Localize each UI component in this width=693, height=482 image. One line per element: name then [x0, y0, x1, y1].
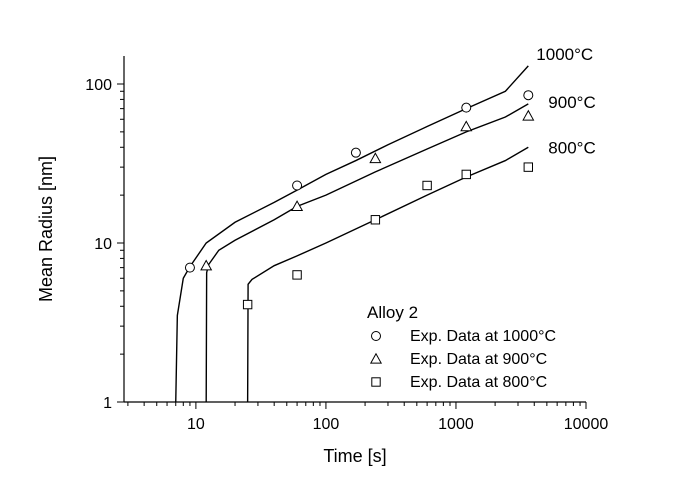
data-point-square — [523, 162, 534, 172]
legend-marker-square — [371, 377, 381, 387]
series-2: 800°C — [242, 138, 596, 403]
data-point-triangle — [460, 120, 473, 132]
legend-marker-triangle — [369, 352, 383, 364]
data-point-square — [292, 270, 302, 280]
x-tick-label: 10 — [187, 416, 205, 433]
curve-label: 1000°C — [536, 45, 593, 64]
data-point-triangle — [522, 109, 535, 121]
series-layer: 1000°C 900°C 800°C — [175, 45, 596, 403]
legend-entry: Exp. Data at 1000°C — [410, 328, 556, 345]
data-point-square — [242, 299, 253, 310]
y-axis-title: Mean Radius [nm] — [36, 156, 56, 302]
data-point-circle — [523, 90, 534, 101]
y-tick-label: 100 — [85, 77, 112, 94]
y-tick-label: 1 — [103, 395, 112, 412]
curve-label: 900°C — [548, 93, 595, 112]
data-point-triangle — [369, 152, 382, 164]
legend-title: Alloy 2 — [367, 303, 418, 322]
data-point-circle — [184, 262, 195, 273]
data-point-circle — [461, 102, 472, 113]
legend-marker-circle — [371, 331, 381, 341]
x-tick-label: 10000 — [564, 416, 609, 433]
legend-entry: Exp. Data at 800°C — [410, 374, 547, 391]
x-tick-label: 100 — [313, 416, 340, 433]
data-point-circle — [350, 147, 361, 158]
data-point-circle — [292, 180, 303, 191]
data-point-square — [461, 169, 471, 180]
axes: 10 100 1000 10000 1 10 100 — [85, 56, 608, 433]
data-point-square — [370, 215, 381, 225]
series-1: 900°C — [200, 93, 596, 403]
curve-label: 800°C — [548, 138, 595, 157]
data-point-square — [422, 180, 432, 191]
model-curve — [246, 146, 529, 403]
legend: Alloy 2 Exp. Data at 1000°C Exp. Data at 9… — [367, 303, 556, 391]
series-0: 1000°C — [175, 45, 593, 403]
legend-entry: Exp. Data at 900°C — [410, 351, 547, 368]
data-point-triangle — [291, 200, 304, 212]
x-tick-label: 1000 — [438, 416, 474, 433]
y-tick-label: 10 — [94, 236, 112, 253]
x-axis-title: Time [s] — [323, 446, 386, 466]
data-point-triangle — [200, 259, 213, 271]
